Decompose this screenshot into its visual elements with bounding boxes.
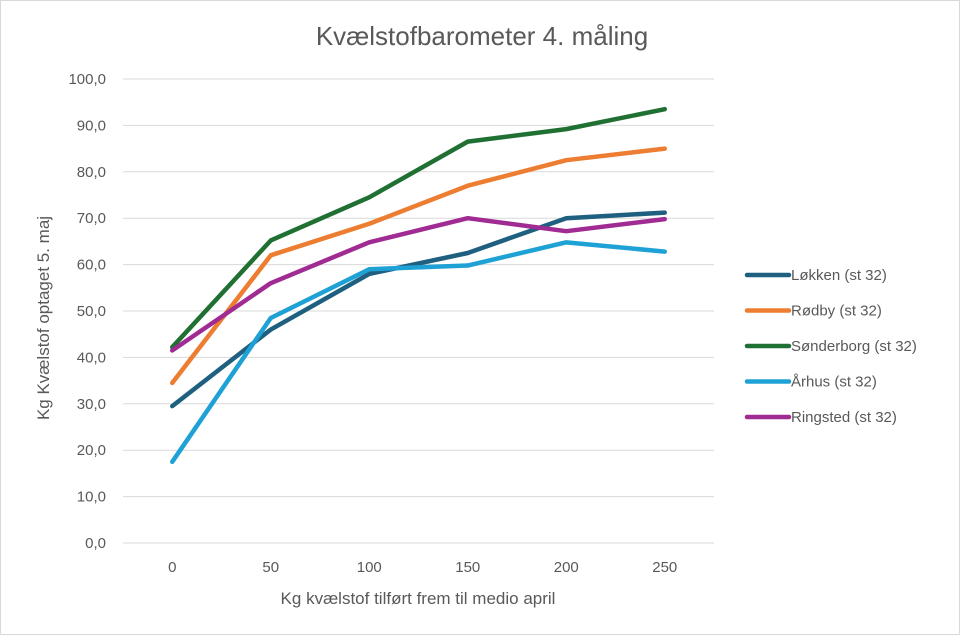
legend-label: Ringsted (st 32) — [791, 409, 897, 426]
y-tick-label: 90,0 — [77, 117, 106, 134]
legend-label: Rødby (st 32) — [791, 303, 882, 320]
x-tick-label: 50 — [262, 559, 279, 576]
y-tick-label: 60,0 — [77, 257, 106, 274]
x-tick-label: 0 — [168, 559, 176, 576]
legend: Løkken (st 32) Rødby (st 32) Sønderborg (s… — [744, 267, 917, 426]
x-tick-label: 250 — [652, 559, 677, 576]
x-tick-label: 150 — [455, 559, 480, 576]
gridlines — [123, 78, 714, 544]
legend-label: Århus (st 32) — [791, 374, 877, 391]
y-tick-label: 30,0 — [77, 396, 106, 413]
legend-label: Sønderborg (st 32) — [791, 338, 917, 355]
y-tick-label: 40,0 — [77, 349, 106, 366]
series-line — [170, 146, 667, 386]
y-tick-label: 20,0 — [77, 442, 106, 459]
y-tick-label: 100,0 — [68, 71, 106, 88]
x-axis-ticks: 0 50 100 150 200 250 — [168, 559, 677, 576]
y-tick-label: 0,0 — [85, 535, 106, 552]
series-line — [170, 210, 667, 409]
y-tick-label: 50,0 — [77, 303, 106, 320]
series-line — [170, 106, 667, 350]
x-axis-title: Kg kvælstof tilført frem til medio april — [281, 589, 556, 608]
x-tick-label: 200 — [554, 559, 579, 576]
series-line — [170, 215, 667, 353]
x-tick-label: 100 — [357, 559, 382, 576]
chart-title: Kvælstofbarometer 4. måling — [316, 21, 648, 51]
legend-label: Løkken (st 32) — [791, 267, 887, 284]
y-tick-label: 80,0 — [77, 164, 106, 181]
series-line — [170, 240, 667, 465]
y-axis-ticks: 0,0 10,0 20,0 30,0 40,0 50,0 60,0 70,0 80,0 90,0 1… — [68, 71, 106, 552]
y-tick-label: 10,0 — [77, 489, 106, 506]
y-tick-label: 70,0 — [77, 210, 106, 227]
series-lines — [170, 106, 667, 465]
y-axis-title: Kg Kvælstof optaget 5. maj — [34, 216, 53, 420]
